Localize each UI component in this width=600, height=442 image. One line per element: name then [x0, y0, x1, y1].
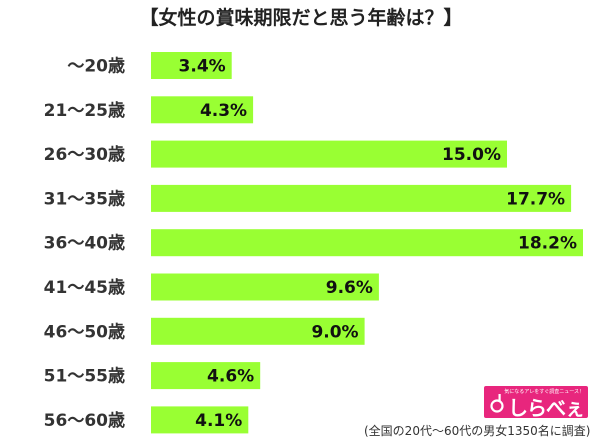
chart-title: 【女性の賞味期限だと思う年齢は？】	[139, 6, 462, 29]
shirabee-logo: 気になるアレをすぐ調査ニュース！ しらべぇ	[484, 386, 588, 420]
value-label: 17.7%	[506, 189, 565, 209]
category-label: 36～40歳	[44, 233, 125, 254]
value-label: 9.0%	[311, 322, 358, 342]
bar-8	[151, 362, 261, 390]
value-label: 9.6%	[326, 278, 373, 298]
bar-9	[151, 406, 249, 434]
survey-footnote: (全国の20代～60代の男女1350名に調査)	[364, 424, 591, 438]
category-label: 46～50歳	[44, 321, 125, 342]
category-label: 41～45歳	[44, 277, 125, 298]
bar-2	[151, 96, 254, 124]
category-label: 26～30歳	[44, 144, 125, 165]
category-label: 21～25歳	[44, 100, 125, 121]
magnifier-icon	[490, 394, 504, 413]
value-label: 4.6%	[207, 367, 254, 387]
logo-tagline: 気になるアレをすぐ調査ニュース！	[504, 389, 584, 395]
logo-text: しらべぇ	[508, 396, 585, 420]
bar-6	[151, 273, 379, 301]
value-label: 15.0%	[442, 145, 501, 165]
value-label: 4.1%	[195, 411, 242, 431]
value-label: 18.2%	[518, 234, 577, 254]
bar-7	[151, 317, 365, 345]
value-label: 4.3%	[200, 101, 247, 121]
category-label: 31～35歳	[44, 188, 125, 209]
category-label: 56～60歳	[44, 410, 125, 431]
category-label: ～20歳	[67, 56, 125, 77]
value-label: 3.4%	[179, 57, 226, 77]
bar-4	[151, 184, 572, 212]
bar-3	[151, 140, 507, 168]
category-label: 51～55歳	[44, 366, 125, 387]
bar-5	[151, 229, 583, 257]
bar-1	[151, 52, 232, 79]
